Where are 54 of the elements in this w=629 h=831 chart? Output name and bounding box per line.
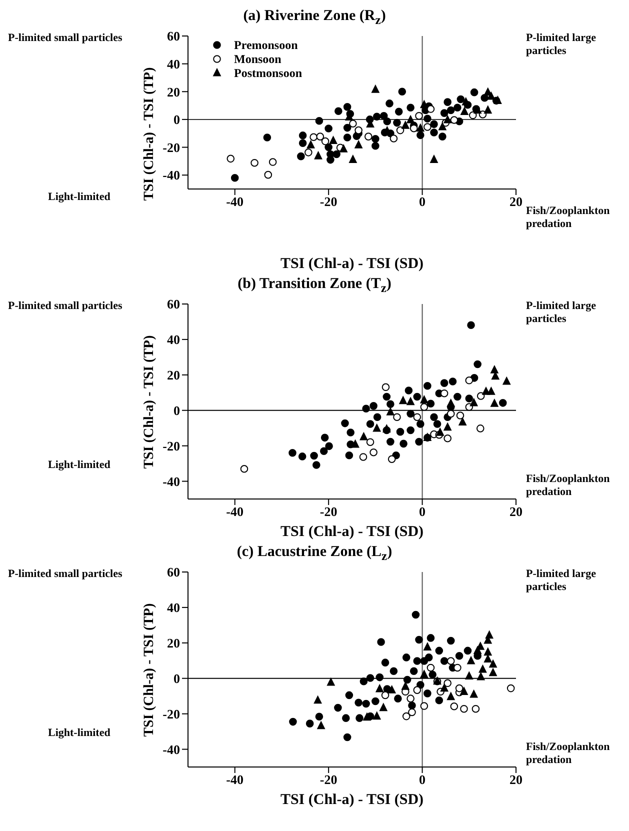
y-axis-title: TSI (Chl-a) - TSI (TP) xyxy=(141,334,158,470)
x-tick-label: -20 xyxy=(320,504,338,520)
legend-label: Postmonsoon xyxy=(234,66,302,80)
y-tick-label: 60 xyxy=(167,296,180,312)
y-tick-label: 0 xyxy=(174,112,180,128)
legend-label: Monsoon xyxy=(234,52,282,66)
x-tick-label: -20 xyxy=(320,194,338,210)
legend-label: Premonsoon xyxy=(234,38,298,52)
y-tick-label: -20 xyxy=(162,438,180,454)
y-tick-label: 20 xyxy=(167,368,180,383)
text: Fish/Zooplankton predation xyxy=(526,741,611,767)
text: P-limited large particles xyxy=(526,568,597,594)
y-tick-label: -20 xyxy=(162,706,180,722)
x-tick-label: -20 xyxy=(320,772,338,788)
text: P-limited small particles xyxy=(8,300,122,312)
x-axis-title: TSI (Chl-a) - TSI (SD) xyxy=(279,524,425,541)
text: Light-limited xyxy=(48,727,110,739)
text: Fish/Zooplankton predation xyxy=(526,473,611,499)
y-axis-title: TSI (Chl-a) - TSI (TP) xyxy=(141,66,158,202)
y-tick-label: 0 xyxy=(174,402,180,418)
x-tick-label: 0 xyxy=(419,772,426,788)
text: Light-limited xyxy=(48,459,110,471)
x-axis-title: TSI (Chl-a) - TSI (SD) xyxy=(279,792,425,809)
x-tick-label: 0 xyxy=(419,194,426,210)
chart-title: (c) Lacustrine Zone (L$_{z}$) xyxy=(236,544,394,564)
y-tick-label: 60 xyxy=(167,28,180,44)
y-axis-title: TSI (Chl-a) - TSI (TP) xyxy=(141,602,158,738)
y-tick-label: 40 xyxy=(167,56,180,72)
y-tick-label: -40 xyxy=(162,474,180,489)
text: P-limited large particles xyxy=(526,300,597,326)
y-tick-label: 40 xyxy=(167,600,180,616)
chart-title: (a) Riverine Zone (R$_{z}$) xyxy=(242,8,387,28)
y-tick-label: -40 xyxy=(162,168,180,183)
x-tick-label: 20 xyxy=(510,772,522,788)
chart-title: (b) Transition Zone (T$_{z}$) xyxy=(236,276,392,296)
y-tick-label: -40 xyxy=(162,742,180,757)
text: P-limited small particles xyxy=(8,568,122,580)
x-tick-label: -40 xyxy=(226,772,244,788)
text: P-limited small particles xyxy=(8,32,122,44)
text: Fish/Zooplankton predation xyxy=(526,205,611,231)
text: P-limited large particles xyxy=(526,32,597,58)
y-tick-label: 40 xyxy=(167,332,180,348)
y-tick-label: 60 xyxy=(167,564,180,580)
x-tick-label: 0 xyxy=(419,504,426,520)
x-tick-label: -40 xyxy=(226,194,244,210)
x-tick-label: -40 xyxy=(226,504,244,520)
y-tick-label: 20 xyxy=(167,636,180,651)
x-tick-label: 20 xyxy=(510,504,522,520)
y-tick-label: -20 xyxy=(162,140,180,155)
text: Light-limited xyxy=(48,191,110,203)
y-tick-label: 20 xyxy=(167,84,180,100)
x-axis-title: TSI (Chl-a) - TSI (SD) xyxy=(279,256,425,273)
y-tick-label: 0 xyxy=(174,670,180,686)
x-tick-label: 20 xyxy=(510,194,522,210)
